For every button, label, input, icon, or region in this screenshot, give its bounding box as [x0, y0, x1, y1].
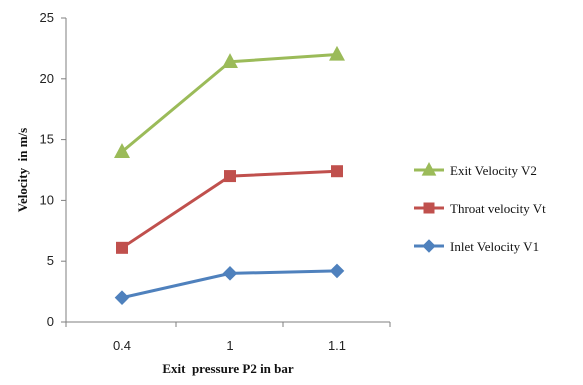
series-inlet-velocity-v1: [114, 263, 345, 305]
series: [114, 45, 345, 305]
data-point-inlet-velocity-v1: [222, 266, 238, 281]
data-point-throat-velocity-vt: [224, 170, 236, 183]
legend-item-throat-velocity-vt: Throat velocity Vt: [414, 201, 546, 216]
y-tick-label: 15: [40, 132, 54, 147]
x-ticks: 0.4 1 1.1: [65, 322, 391, 353]
legend-marker: [421, 162, 437, 176]
y-axis-title: Velocity in m/s: [15, 128, 30, 212]
data-point-exit-velocity-v2: [114, 143, 130, 158]
series-line-throat-velocity-vt: [121, 169, 338, 250]
legend-label: Throat velocity Vt: [450, 201, 546, 216]
y-tick-label: 10: [40, 192, 54, 207]
legend-label: Exit Velocity V2: [450, 163, 537, 178]
x-tick-label: 0.4: [113, 338, 131, 353]
series-exit-velocity-v2: [114, 45, 345, 158]
series-throat-velocity-vt: [116, 165, 343, 254]
axes: [65, 18, 390, 323]
data-point-throat-velocity-vt: [116, 241, 128, 254]
legend-item-exit-velocity-v2: Exit Velocity V2: [414, 162, 537, 178]
data-point-exit-velocity-v2: [222, 53, 238, 68]
data-point-inlet-velocity-v1: [329, 263, 345, 279]
legend-marker: [422, 239, 436, 253]
y-tick-label: 25: [40, 10, 54, 25]
y-tick-label: 5: [47, 253, 54, 268]
data-point-throat-velocity-vt: [331, 165, 343, 178]
x-axis-title: Exit pressure P2 in bar: [162, 361, 294, 376]
x-tick-label: 1: [226, 338, 233, 353]
legend-marker: [423, 202, 435, 214]
data-point-exit-velocity-v2: [329, 45, 345, 61]
x-tick-label: 1.1: [328, 338, 346, 353]
y-tick-label: 0: [47, 314, 54, 329]
series-line-exit-velocity-v2: [121, 52, 338, 153]
data-point-inlet-velocity-v1: [114, 290, 130, 305]
legend: Exit Velocity V2 Throat velocity Vt Inlet …: [414, 162, 546, 254]
y-tick-label: 20: [40, 71, 54, 86]
legend-item-inlet-velocity-v1: Inlet Velocity V1: [414, 239, 539, 254]
y-ticks: 0 5 10 15 20 25: [40, 10, 66, 329]
legend-label: Inlet Velocity V1: [450, 239, 539, 254]
